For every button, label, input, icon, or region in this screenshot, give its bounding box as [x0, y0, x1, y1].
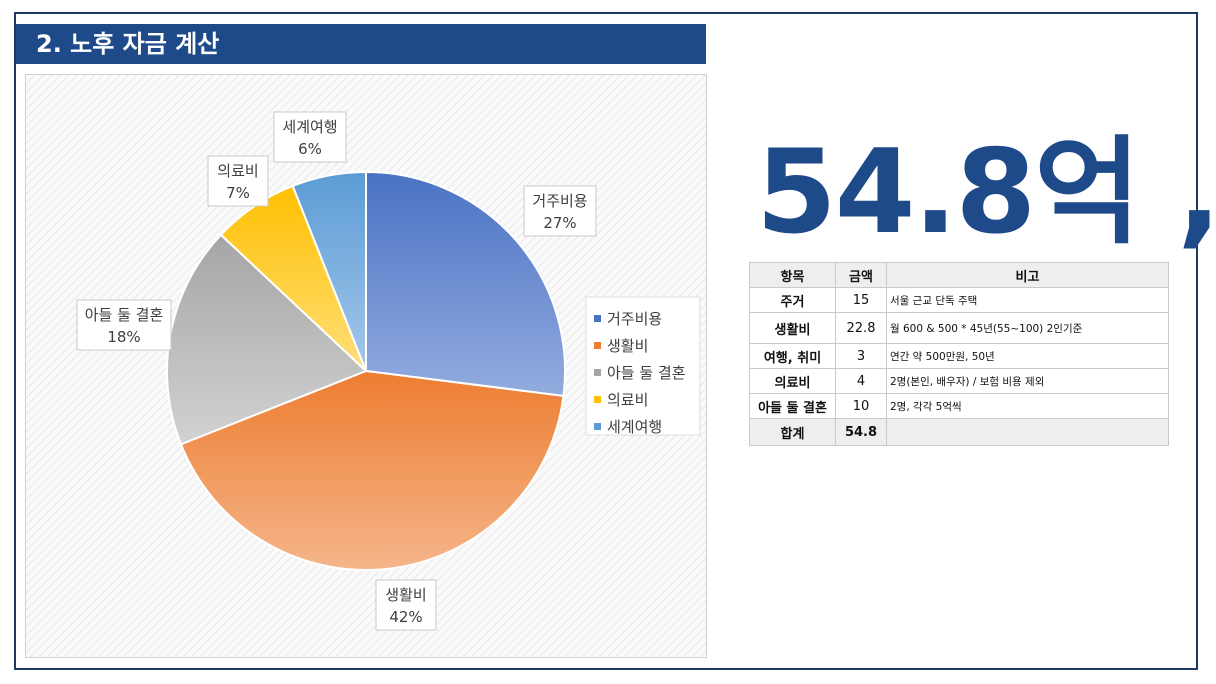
data-label-value: 6% [298, 140, 322, 158]
pie-slice-5 [291, 170, 367, 372]
row-amount: 4 [835, 368, 887, 394]
total-amount: 54.8 [835, 418, 887, 446]
pie-chart: 거주비용 27% 생활비 42% 아들 둘 결혼 18% 의료비 7% 세계여행 6% 거주비용생… [26, 75, 706, 657]
legend-swatch [594, 396, 601, 403]
data-label-category: 의료비 [217, 162, 258, 180]
data-label-3: 아들 둘 결혼 18% [76, 299, 172, 351]
section-title: 2. 노후 자금 계산 [16, 24, 706, 64]
table-header-row: 항목 금액 비고 [749, 262, 1169, 288]
row-item: 의료비 [749, 368, 836, 394]
row-amount: 10 [835, 393, 887, 419]
row-item: 아들 둘 결혼 [749, 393, 836, 419]
header-cell-amount: 금액 [835, 262, 887, 288]
row-amount: 22.8 [835, 312, 887, 344]
legend-item-4: 의료비 [594, 391, 648, 409]
legend-label: 생활비 [607, 337, 648, 355]
data-label-category: 세계여행 [282, 118, 337, 136]
legend-swatch [594, 315, 601, 322]
data-label-5: 세계여행 6% [273, 111, 347, 163]
row-note: 연간 약 500만원, 50년 [886, 343, 1169, 369]
row-item: 주거 [749, 287, 836, 313]
table-total-row: 합계 54.8 [749, 418, 1169, 446]
data-label-value: 27% [543, 214, 576, 232]
row-note: 2명, 각각 5억씩 [886, 393, 1169, 419]
legend-label: 세계여행 [607, 418, 662, 436]
data-label-value: 18% [107, 328, 140, 346]
legend-swatch [594, 423, 601, 430]
data-label-2: 생활비 42% [375, 579, 437, 631]
pie-slice-1 [365, 170, 566, 398]
legend-label: 아들 둘 결혼 [607, 364, 686, 382]
table-row: 주거 15 서울 근교 단독 주택 [749, 287, 1169, 313]
total-item: 합계 [749, 418, 836, 446]
row-note: 2명(본인, 배우자) / 보험 비용 제외 [886, 368, 1169, 394]
legend-item-5: 세계여행 [594, 418, 662, 436]
cost-table: 항목 금액 비고 주거 15 서울 근교 단독 주택 생활비 22.8 월 60… [749, 262, 1169, 446]
row-item: 여행, 취미 [749, 343, 836, 369]
table-row: 여행, 취미 3 연간 약 500만원, 50년 [749, 343, 1169, 369]
slide-frame [14, 12, 1198, 670]
total-note [886, 418, 1169, 446]
header-cell-item: 항목 [749, 262, 836, 288]
data-label-1: 거주비용 27% [523, 185, 597, 237]
row-amount: 15 [835, 287, 887, 313]
legend-label: 의료비 [607, 391, 648, 409]
header-cell-note: 비고 [886, 262, 1169, 288]
legend-label: 거주비용 [607, 310, 662, 328]
data-label-4: 의료비 7% [207, 155, 269, 207]
row-note: 서울 근교 단독 주택 [886, 287, 1169, 313]
row-amount: 3 [835, 343, 887, 369]
table-row: 의료비 4 2명(본인, 배우자) / 보험 비용 제외 [749, 368, 1169, 394]
data-label-category: 거주비용 [532, 192, 587, 210]
row-item: 생활비 [749, 312, 836, 344]
data-label-value: 42% [389, 608, 422, 626]
legend-item-2: 생활비 [594, 337, 648, 355]
data-label-category: 아들 둘 결혼 [85, 306, 164, 324]
pie-slice-2 [179, 369, 565, 571]
row-note: 월 600 & 500 * 45년(55~100) 2인기준 [886, 312, 1169, 344]
legend-swatch [594, 342, 601, 349]
legend-swatch [594, 369, 601, 376]
table-row: 생활비 22.8 월 600 & 500 * 45년(55~100) 2인기준 [749, 312, 1169, 344]
total-amount-display: 54.8억 , [756, 125, 1216, 260]
data-label-category: 생활비 [385, 586, 426, 604]
legend-item-3: 아들 둘 결혼 [594, 364, 686, 382]
table-row: 아들 둘 결혼 10 2명, 각각 5억씩 [749, 393, 1169, 419]
legend-item-1: 거주비용 [594, 310, 662, 328]
data-label-value: 7% [226, 184, 250, 202]
